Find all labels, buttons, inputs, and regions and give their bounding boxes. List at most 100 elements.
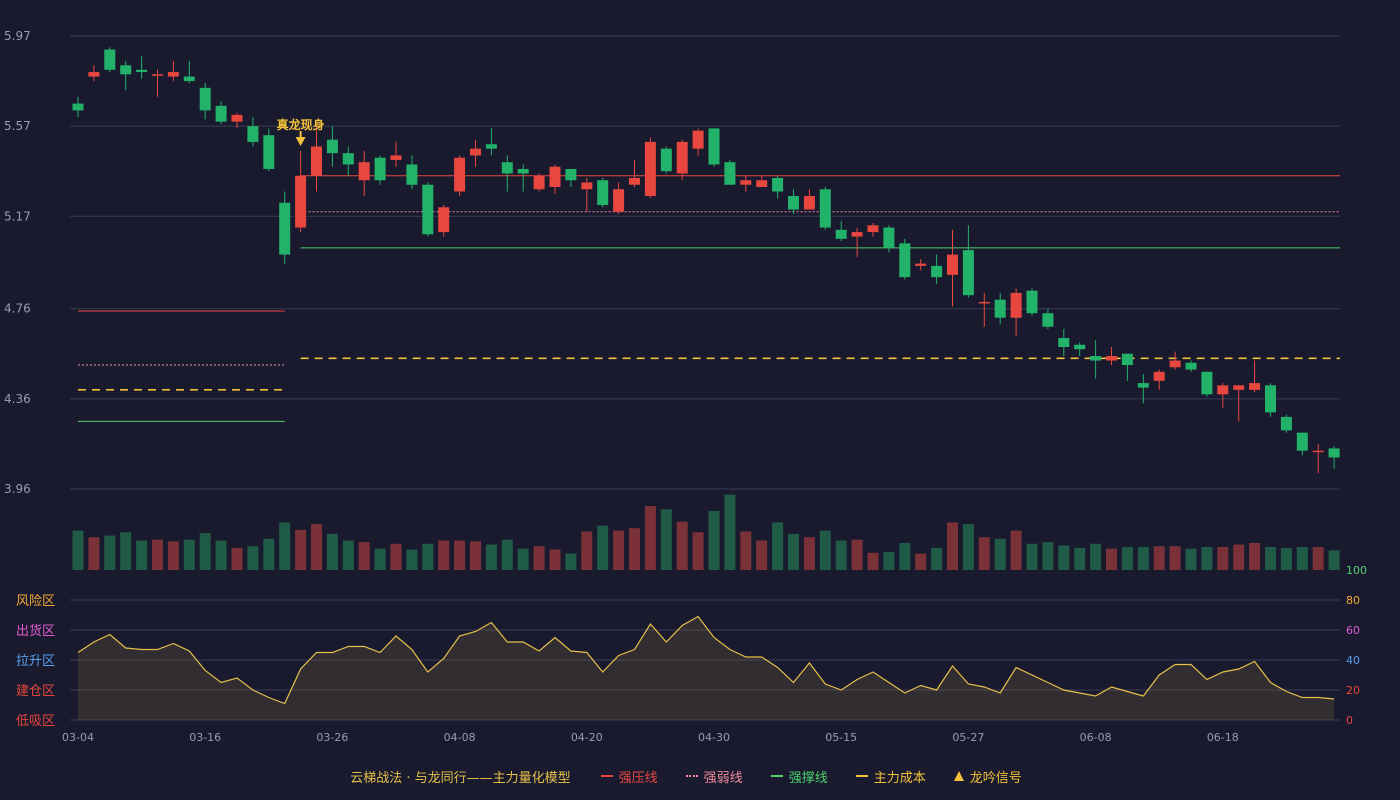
osc-tick-label: 20 <box>1346 684 1360 697</box>
volume-bar <box>740 531 752 570</box>
candle-body <box>692 130 704 149</box>
volume-bar <box>438 540 450 570</box>
legend-swatch-resist <box>600 775 613 777</box>
chart-legend: 云梯战法 · 与龙同行——主力量化模型 强压线 强弱线 强撑线 主力成本 龙吟信… <box>0 766 1400 786</box>
volume-bar <box>1201 547 1213 570</box>
candle-body <box>199 87 211 111</box>
candle-body <box>1074 344 1086 350</box>
price-tick-label: 5.17 <box>4 209 31 223</box>
osc-line <box>77 615 1335 705</box>
volume-bar <box>756 540 768 570</box>
volume-bar <box>1328 550 1340 570</box>
candle-body <box>533 175 545 190</box>
candle-body <box>374 157 386 181</box>
candle-body <box>772 177 784 192</box>
legend-item-support[interactable]: 强撑线 <box>770 767 828 786</box>
volume-bar <box>501 539 513 570</box>
volume-bar <box>342 540 354 570</box>
candle-body <box>1026 290 1038 314</box>
candle-body <box>1328 448 1340 458</box>
candle-body <box>962 250 974 296</box>
candle-body <box>1058 338 1070 348</box>
candle-body <box>1121 353 1133 366</box>
volume-bar <box>470 541 481 570</box>
volume-bar <box>279 522 291 570</box>
price-tick-label: 5.97 <box>4 29 31 43</box>
candle-body <box>676 141 688 174</box>
legend-item-weak[interactable]: 强弱线 <box>685 767 743 786</box>
candle-body <box>470 148 481 156</box>
candle-body <box>565 168 577 181</box>
volume-bar <box>692 532 704 570</box>
candle-body <box>1185 362 1197 370</box>
volume-bar <box>772 522 784 570</box>
triangle-icon <box>953 771 964 781</box>
volume-bar <box>390 543 402 570</box>
volume-bar <box>485 544 497 570</box>
candle-body <box>295 175 307 228</box>
volume-bar <box>152 539 163 570</box>
signal-annotation-label: 真龙现身 <box>277 117 325 132</box>
volume-bar <box>549 549 561 570</box>
volume-bar <box>406 549 418 570</box>
volume-bar <box>835 540 847 570</box>
candle-body <box>1312 450 1324 453</box>
candle-body <box>1042 313 1054 327</box>
candle-body <box>644 141 656 197</box>
candle-body <box>915 263 927 266</box>
candle-body <box>136 69 148 73</box>
volume-bar <box>311 524 322 570</box>
candle-body <box>326 139 338 154</box>
legend-label-cost: 主力成本 <box>873 770 926 786</box>
volume-bar <box>88 537 100 570</box>
volume-bar <box>231 547 243 570</box>
candle-body <box>358 162 370 181</box>
osc-zone-label: 风险区 <box>16 594 55 609</box>
candle-body <box>803 196 815 210</box>
volume-bar <box>1265 547 1276 570</box>
volume-bar <box>295 529 307 570</box>
volume-bar <box>326 533 338 570</box>
volume-bar <box>1106 548 1117 570</box>
volume-bar <box>183 539 195 570</box>
candle-body <box>899 243 911 278</box>
volume-bar <box>724 494 736 570</box>
volume-bar <box>867 552 879 570</box>
volume-bar <box>581 531 593 570</box>
candle-body <box>724 162 736 185</box>
volume-bar <box>851 539 863 570</box>
legend-label-weak: 强弱线 <box>703 770 743 786</box>
volume-bar <box>660 509 672 570</box>
candle-body <box>629 177 640 185</box>
legend-item-signal[interactable]: 龙吟信号 <box>953 767 1022 786</box>
volume-bar <box>1074 547 1086 570</box>
candle-body <box>1153 371 1165 381</box>
osc-zone-label: 出货区 <box>16 623 55 639</box>
price-tick-label: 3.96 <box>4 482 31 496</box>
candle-body <box>438 207 450 233</box>
volume-bar <box>915 553 927 570</box>
candle-body <box>851 232 863 237</box>
legend-label-resist: 强压线 <box>618 770 658 786</box>
candle-body <box>342 153 354 165</box>
candle-body <box>1137 383 1149 388</box>
candle-body <box>1296 432 1308 451</box>
volume-bar <box>962 524 974 570</box>
volume-bar <box>517 548 529 570</box>
candle-body <box>660 148 672 172</box>
candle-body <box>231 114 243 122</box>
volume-bar <box>1153 546 1165 570</box>
legend-item-cost[interactable]: 主力成本 <box>855 767 926 786</box>
candle-body <box>1106 356 1117 361</box>
volume-bar <box>819 530 831 570</box>
volume-bar <box>1185 548 1197 570</box>
legend-swatch-weak <box>685 775 698 777</box>
volume-bar <box>1249 542 1261 570</box>
candle-body <box>1217 385 1229 395</box>
candle-body <box>549 166 561 187</box>
candle-body <box>485 144 497 149</box>
volume-bar <box>1137 547 1149 570</box>
legend-item-resist[interactable]: 强压线 <box>600 767 658 786</box>
candle-body <box>311 146 322 176</box>
